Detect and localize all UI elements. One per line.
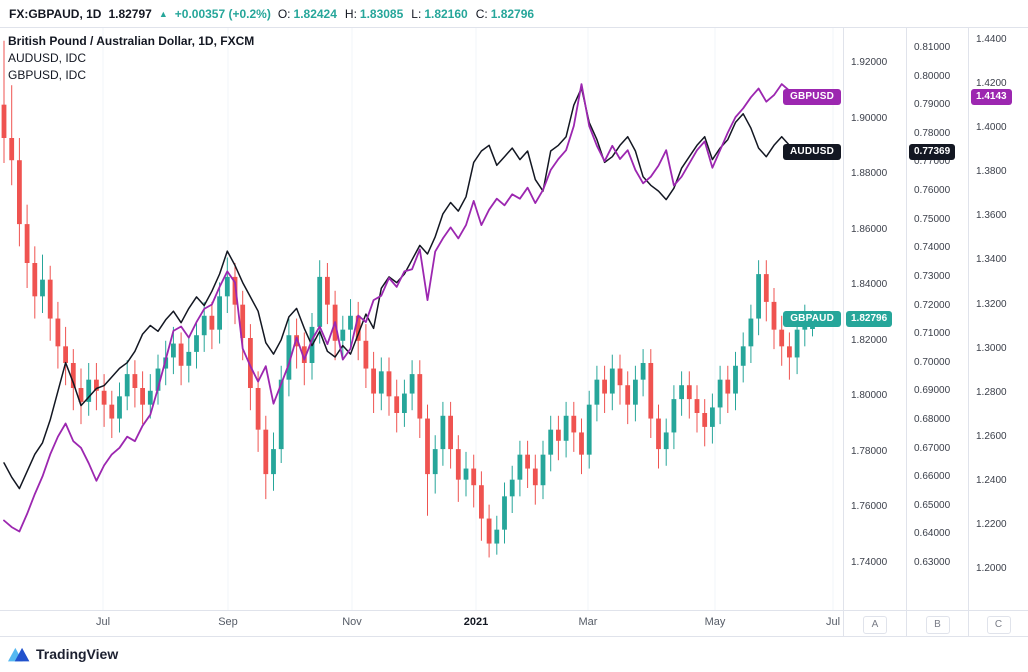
axis-a-tick-label: 1.80000 [851,390,888,402]
series-label-pill-gbpusd[interactable]: GBPUSD [783,88,841,105]
axis-c-tick-label: 1.2200 [976,518,1007,530]
axis-b-tick-label: 0.74000 [914,242,951,254]
time-axis-separator [0,610,1028,611]
axis-c-tick-label: 1.2000 [976,563,1007,574]
bottom-separator [0,636,1028,637]
time-axis-year-label: 2021 [463,616,489,628]
price-axis-audusd[interactable]: 0.81000 0.80000 0.79000 0.78000 0.77000 0.760… [906,28,968,636]
axis-b-tick-label: 0.81000 [914,42,951,53]
axis-b-tick-label: 0.77000 [914,156,951,168]
plot-canvas[interactable] [0,28,843,610]
axis-a-tick-label: 1.78000 [851,445,888,457]
price-change: +0.00357 (+0.2%) [174,6,271,21]
axis-toggle-button-a[interactable]: A [863,616,887,634]
axis-c-tick-label: 1.2600 [976,430,1007,442]
axis-b-tick-label: 0.79000 [914,99,951,111]
axis-b-tick-label: 0.69000 [914,385,951,397]
axis-a-tick-label: 1.82000 [851,334,888,346]
last-price-tag-gbpusd: 1.4143 [971,88,1012,105]
close-value: 1.82796 [490,6,535,21]
high-value: 1.83085 [359,6,404,21]
axis-c-tick-label: 1.2400 [976,474,1007,486]
open-value: 1.82424 [293,6,337,21]
high-label: H: [344,6,357,21]
symbol-info-bar: FX:GBPAUD, 1D 1.82797 ▲ +0.00357 (+0.2%)… [0,0,1028,28]
axis-toggle-button-b[interactable]: B [925,616,950,634]
legend-overlay-audusd[interactable]: AUDUSD, IDC [8,51,87,65]
series-label-pill-audusd[interactable]: AUDUSD [783,143,841,160]
symbol-name[interactable]: FX:GBPAUD, 1D [9,6,102,21]
close-label: C: [475,6,488,21]
axis-b-tick-label: 0.72000 [914,299,951,311]
axis-a-tick-label: 1.88000 [851,168,888,180]
time-axis[interactable]: Jul Sep Nov 2021 Mar May Jul [0,610,843,636]
axis-b-tick-label: 0.65000 [914,499,951,511]
axis-a-tick-label: 1.74000 [851,557,888,568]
last-price: 1.82797 [108,6,152,21]
axis-a-tick-label: 1.86000 [851,223,888,235]
chart-legend: British Pound / Australian Dollar, 1D, F… [8,33,254,84]
ohlc-values: O: 1.82424 H: 1.83085 L: 1.82160 C: 1.82796 [278,7,534,21]
price-axis-gbpaud[interactable]: 1.92000 1.90000 1.88000 1.86000 1.84000 1.820… [843,28,906,636]
axis-c-tick-label: 1.3200 [976,298,1007,310]
axis-a-tick-label: 1.76000 [851,501,888,513]
axis-a-tick-label: 1.92000 [851,57,888,68]
axis-b-tick-label: 0.78000 [914,127,951,139]
chart-plot-area[interactable]: British Pound / Australian Dollar, 1D, F… [0,28,843,610]
legend-main-symbol[interactable]: British Pound / Australian Dollar, 1D, F… [8,34,255,48]
time-axis-month-label: Jul [825,616,841,628]
axis-b-tick-label: 0.76000 [914,185,951,197]
axis-b-tick-label: 0.73000 [914,270,951,282]
axis-toggle-button-c[interactable]: C [986,616,1011,634]
axis-a-tick-label: 1.84000 [851,279,888,291]
axis-c-tick-label: 1.3600 [976,210,1007,222]
axis-b-tick-label: 0.75000 [914,213,951,225]
axis-a-tick-label: 1.90000 [851,112,888,124]
axis-b-tick-label: 0.63000 [914,557,951,568]
axis-b-tick-label: 0.64000 [914,528,951,540]
axis-c-tick-label: 1.4000 [976,122,1007,134]
time-axis-month-label: Jul [95,616,111,628]
axis-b-tick-label: 0.66000 [914,471,951,483]
footer: TradingView [0,636,1028,672]
low-label: L: [411,6,422,21]
last-price-tag-gbpaud: 1.82796 [846,310,893,327]
axis-c-tick-label: 1.3400 [976,254,1007,266]
time-axis-month-label: Nov [342,616,362,628]
axis-b-tick-label: 0.80000 [914,70,951,82]
series-label-pill-gbpaud[interactable]: GBPAUD [783,310,841,327]
legend-overlay-gbpusd[interactable]: GBPUSD, IDC [8,68,87,82]
axis-b-tick-label: 0.70000 [914,356,951,368]
axis-b-tick-label: 0.68000 [914,413,951,425]
axis-c-tick-label: 1.4400 [976,34,1007,45]
axis-c-tick-label: 1.4200 [976,78,1007,90]
change-up-triangle-icon: ▲ [158,8,168,19]
time-axis-month-label: May [704,616,726,628]
price-axis-gbpusd[interactable]: 1.4400 1.4200 1.4000 1.3800 1.3600 1.3400 1.32… [968,28,1028,636]
open-label: O: [277,6,291,21]
tradingview-wordmark[interactable]: TradingView [36,646,119,662]
time-axis-month-label: Mar [578,616,598,628]
axis-b-tick-label: 0.67000 [914,442,951,454]
axis-c-tick-label: 1.3800 [976,166,1007,178]
axis-c-tick-label: 1.2800 [976,386,1007,398]
low-value: 1.82160 [424,6,468,21]
time-axis-month-label: Sep [218,616,238,628]
axis-b-tick-label: 0.71000 [914,328,951,340]
tradingview-logo-icon[interactable] [8,644,30,664]
axis-c-tick-label: 1.3000 [976,342,1007,354]
last-price-tag-audusd: 0.77369 [909,143,956,160]
